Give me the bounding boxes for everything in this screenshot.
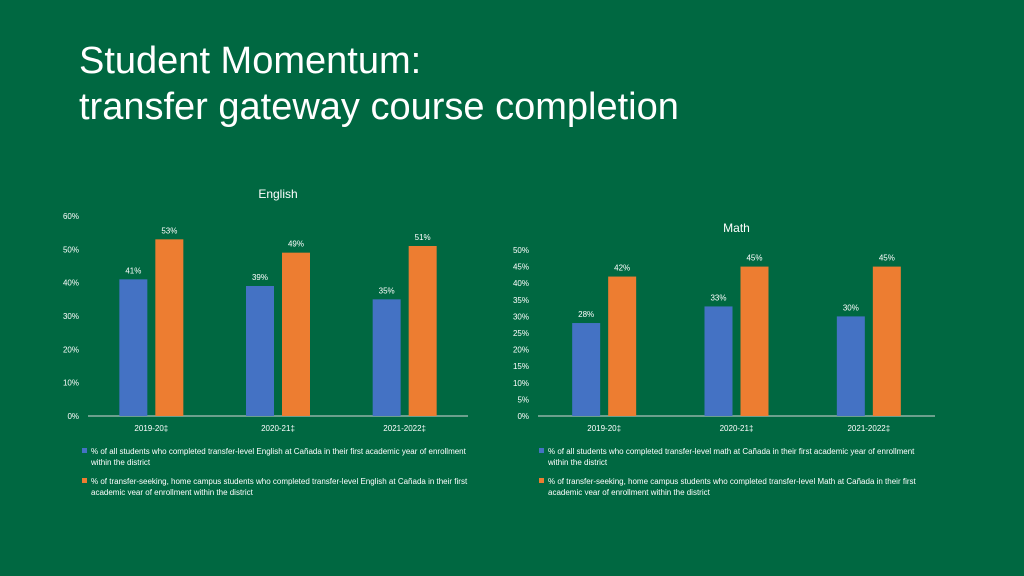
slide-title: Student Momentum: transfer gateway cours… [79, 38, 679, 130]
math-y-tick-label: 30% [513, 312, 529, 321]
math-y-tick-label: 15% [513, 362, 529, 371]
english-x-tick-label: 2020-21‡ [261, 424, 295, 433]
english-y-tick-label: 0% [67, 412, 79, 421]
english-legend: % of all students who completed transfer… [82, 446, 472, 506]
legend-item-math-transfer: % of transfer-seeking, home campus stude… [539, 476, 929, 498]
math-chart-title: Math [723, 221, 750, 235]
math-bar-transfer [608, 276, 637, 416]
english-bar-all [246, 286, 274, 416]
math-data-label: 33% [710, 293, 726, 302]
math-y-tick-label: 20% [513, 346, 529, 355]
english-chart-title: English [258, 187, 297, 201]
english-y-tick-label: 30% [63, 312, 79, 321]
bottom-cutoff [0, 495, 1024, 576]
math-y-tick-label: 50% [513, 246, 529, 255]
legend-item-english-all: % of all students who completed transfer… [82, 446, 472, 468]
math-y-tick-label: 5% [517, 395, 529, 404]
legend-swatch-orange [539, 478, 544, 483]
english-y-tick-label: 20% [63, 345, 79, 354]
english-y-tick-label: 40% [63, 279, 79, 288]
math-y-tick-label: 0% [517, 412, 529, 421]
english-y-tick-label: 60% [63, 212, 79, 221]
slide-title-line-2: transfer gateway course completion [79, 86, 679, 128]
english-y-tick-label: 50% [63, 245, 79, 254]
legend-swatch-blue [82, 448, 87, 453]
legend-swatch-orange [82, 478, 87, 483]
english-data-label: 35% [379, 286, 395, 295]
english-bar-transfer [408, 246, 437, 416]
math-data-label: 45% [879, 254, 895, 263]
english-data-label: 39% [252, 273, 268, 282]
english-bar-transfer [155, 239, 184, 416]
legend-label-english-transfer: % of transfer-seeking, home campus stude… [91, 477, 468, 497]
english-x-tick-label: 2019-20‡ [134, 424, 168, 433]
legend-label-math-transfer: % of transfer-seeking, home campus stude… [548, 477, 916, 497]
english-data-label: 51% [415, 233, 431, 242]
english-data-label: 41% [125, 266, 141, 275]
legend-label-english-all: % of all students who completed transfer… [91, 447, 466, 467]
math-bar-transfer [740, 266, 769, 416]
math-legend: % of all students who completed transfer… [539, 446, 929, 506]
math-bar-transfer [872, 266, 901, 416]
legend-item-english-transfer: % of transfer-seeking, home campus stude… [82, 476, 472, 498]
math-y-tick-label: 40% [513, 279, 529, 288]
math-data-label: 30% [843, 303, 859, 312]
english-bar-all [372, 299, 401, 416]
english-y-tick-label: 10% [63, 379, 79, 388]
legend-swatch-blue [539, 448, 544, 453]
english-bar-all [119, 279, 148, 416]
slide-title-line-1: Student Momentum: [79, 40, 422, 82]
math-y-tick-label: 35% [513, 296, 529, 305]
math-bar-all [704, 306, 733, 416]
math-y-tick-label: 45% [513, 263, 529, 272]
math-x-tick-label: 2021-2022‡ [847, 424, 890, 433]
math-x-tick-label: 2019-20‡ [587, 424, 621, 433]
english-x-tick-label: 2021-2022‡ [383, 424, 426, 433]
legend-item-math-all: % of all students who completed transfer… [539, 446, 929, 468]
math-data-label: 28% [578, 310, 594, 319]
math-bar-all [572, 323, 601, 416]
math-data-label: 45% [746, 254, 762, 263]
english-data-label: 49% [288, 240, 304, 249]
math-data-label: 42% [614, 264, 630, 273]
math-bar-all [836, 316, 865, 416]
math-y-tick-label: 10% [513, 379, 529, 388]
english-bar-transfer [282, 252, 310, 416]
math-y-tick-label: 25% [513, 329, 529, 338]
english-data-label: 53% [161, 226, 177, 235]
legend-label-math-all: % of all students who completed transfer… [548, 447, 915, 467]
math-x-tick-label: 2020-21‡ [720, 424, 754, 433]
